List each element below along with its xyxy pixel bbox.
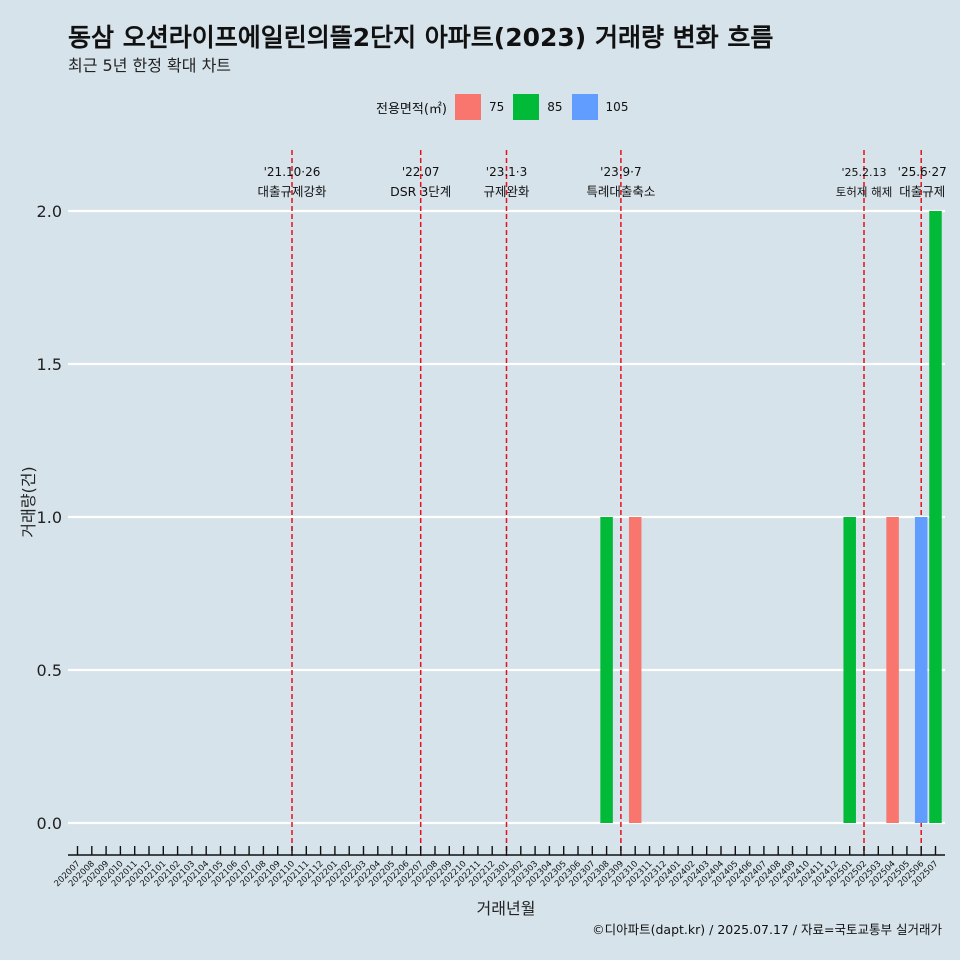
legend: 전용면적(㎡) 75 85 105 [376, 93, 637, 121]
y-tick-label: 0.5 [37, 661, 62, 680]
legend-label-85: 85 [547, 100, 563, 114]
x-axis-title: 거래년월 [477, 899, 536, 918]
legend-swatch-85 [513, 94, 540, 120]
event-date: '25.2.13 [841, 166, 886, 179]
event-label: 토허제 해제 [836, 185, 893, 199]
event-label: 특례대출축소 [586, 184, 655, 199]
bar-85 [843, 517, 856, 823]
legend-label-105: 105 [605, 100, 629, 114]
y-tick-label: 1.0 [37, 508, 62, 527]
event-date: '25.6·27 [898, 165, 947, 179]
event-date: '23.1·3 [486, 165, 527, 179]
bar-105 [914, 517, 928, 823]
y-tick-label: 2.0 [37, 202, 62, 221]
event-date: '23.9·7 [600, 165, 641, 179]
legend-label-75: 75 [488, 100, 505, 114]
event-date: '22.07 [402, 165, 440, 179]
bar-75 [628, 517, 642, 823]
bar-85 [600, 517, 613, 823]
chart-subtitle: 최근 5년 한정 확대 차트 [68, 56, 232, 75]
bar-85 [929, 211, 942, 823]
event-label: 대출규제 [899, 184, 945, 199]
y-tick-label: 0.0 [37, 814, 62, 833]
event-date: '21.10·26 [264, 165, 321, 179]
legend-swatch-105 [571, 94, 598, 120]
legend-swatch-75 [454, 94, 481, 120]
event-label: 대출규제강화 [257, 184, 327, 199]
y-axis-title: 거래량(건) [19, 466, 38, 537]
event-label: 규제완화 [483, 184, 530, 199]
y-tick-label: 1.5 [37, 355, 62, 374]
bar-75 [886, 517, 899, 823]
legend-title: 전용면적(㎡) [376, 101, 447, 117]
source-caption: ©디아파트(dapt.kr) / 2025.07.17 / 자료=국토교통부 실… [592, 922, 942, 937]
chart-title: 동삼 오션라이프에일린의뜰2단지 아파트(2023) 거래량 변화 흐름 [68, 23, 774, 52]
event-label: DSR 3단계 [390, 184, 451, 199]
